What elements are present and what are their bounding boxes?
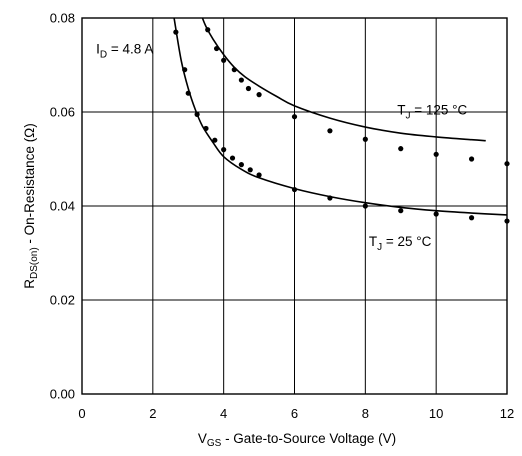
x-tick-label: 4 (220, 406, 227, 421)
series-0-point (245, 85, 252, 92)
series-1-point (221, 147, 227, 153)
series-0-point (205, 27, 211, 33)
tj125-label: TJ = 125 °C (397, 102, 467, 121)
series-1-point (229, 155, 236, 161)
x-tick-labels: 0 2 4 6 8 10 12 (78, 406, 514, 421)
series-1-point (291, 186, 298, 193)
series-0-point (468, 156, 475, 162)
series-0-curve (201, 18, 486, 142)
series-1-point (433, 211, 439, 217)
series-0-point (213, 45, 220, 52)
series-0-point (221, 57, 227, 63)
y-tick-label: 0.04 (50, 199, 75, 214)
x-tick-label: 8 (362, 406, 369, 421)
series-1-point (238, 162, 244, 168)
x-tick-label: 10 (429, 406, 443, 421)
y-tick-label: 0.00 (50, 387, 75, 402)
series-1-point (247, 167, 253, 173)
x-tick-label: 0 (78, 406, 85, 421)
series-0-point (291, 114, 298, 120)
series-1-point (327, 195, 333, 201)
series-1-point (182, 67, 188, 73)
id-label: ID = 4.8 A (96, 41, 153, 60)
annotations: ID = 4.8 A TJ = 125 °C TJ = 25 °C (96, 41, 467, 253)
x-tick-label: 2 (149, 406, 156, 421)
series-0-point (231, 67, 237, 73)
series-points (173, 27, 510, 224)
series-0-point (238, 77, 244, 83)
series-1-point (203, 125, 209, 132)
series-1-point (398, 208, 404, 214)
series-1-point (256, 172, 262, 178)
series-0-point (362, 136, 368, 142)
series-1-point (468, 215, 475, 221)
series-0-point (327, 128, 333, 134)
x-tick-label: 12 (500, 406, 514, 421)
y-tick-label: 0.06 (50, 105, 75, 120)
y-tick-label: 0.08 (50, 11, 75, 26)
series-1-curve (173, 18, 507, 216)
series-0-point (398, 146, 404, 152)
series-0-point (433, 151, 439, 157)
grid (82, 18, 507, 394)
series-1-point (185, 90, 191, 96)
plot-frame (81, 17, 508, 395)
y-tick-labels: 0.00 0.02 0.04 0.06 0.08 (50, 11, 75, 402)
series-1-point (194, 111, 200, 117)
series-1-point (173, 29, 179, 35)
x-axis-title: VGS - Gate-to-Source Voltage (V) (198, 431, 396, 449)
tj25-label: TJ = 25 °C (369, 234, 432, 253)
x-tick-label: 6 (291, 406, 298, 421)
series-curves (173, 18, 507, 216)
y-axis-title: RDS(on) - On-Resistance (Ω) (22, 123, 40, 289)
y-tick-label: 0.02 (50, 293, 75, 308)
series-0-point (256, 92, 262, 98)
series-1-point (212, 137, 218, 143)
series-1-point (362, 203, 368, 209)
